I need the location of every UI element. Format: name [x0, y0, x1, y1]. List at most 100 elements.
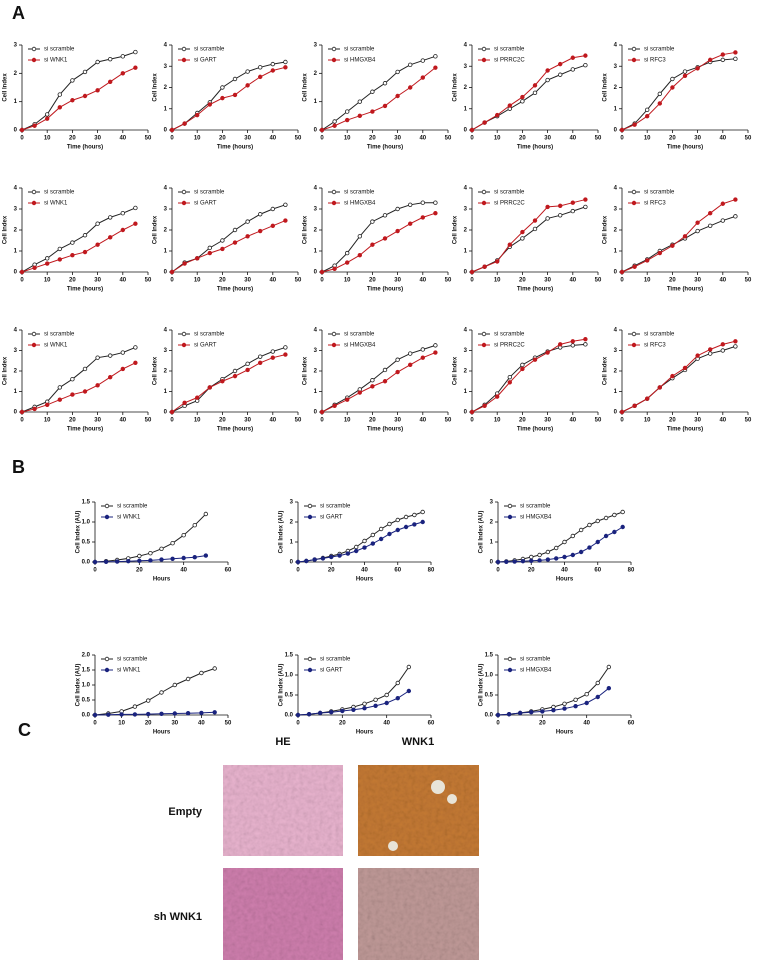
x-axis-label: Time (hours): [217, 287, 253, 293]
x-tick-label: 0: [296, 721, 300, 727]
x-tick-label: 0: [620, 136, 624, 142]
x-tick-label: 20: [69, 418, 76, 424]
y-tick-label: 1.0: [485, 673, 494, 679]
data-point: [412, 512, 417, 518]
data-point: [545, 204, 550, 210]
data-point: [82, 249, 88, 255]
y-tick-label: 1: [614, 106, 618, 112]
series-line: [321, 352, 436, 413]
data-point: [245, 361, 250, 367]
data-point: [408, 85, 413, 90]
x-tick-label: 40: [180, 568, 187, 574]
x-tick-label: 40: [419, 418, 426, 424]
x-tick-label: 40: [269, 418, 276, 424]
data-point: [145, 711, 151, 717]
legend-marker: [104, 503, 110, 509]
legend-label: si GART: [194, 343, 217, 349]
data-point: [362, 545, 367, 550]
y-tick-label: 4: [14, 328, 18, 334]
column-header: HE: [275, 736, 290, 748]
data-point: [583, 337, 588, 342]
x-tick-label: 0: [320, 278, 324, 284]
legend-marker: [507, 667, 513, 673]
y-tick-label: 2: [464, 228, 468, 234]
data-point: [95, 88, 100, 93]
y-tick-label: 0: [314, 410, 318, 416]
y-tick-label: 2: [464, 85, 468, 91]
legend-marker: [331, 57, 337, 63]
legend-marker: [481, 189, 487, 195]
y-axis-label: Cell Index: [603, 215, 609, 244]
x-tick-label: 0: [170, 136, 174, 142]
column-header: WNK1: [402, 736, 434, 748]
data-point: [583, 204, 588, 210]
y-tick-label: 2: [164, 228, 168, 234]
data-point: [558, 203, 563, 209]
he-image-empty: [223, 765, 343, 856]
x-tick-label: 20: [219, 278, 226, 284]
x-tick-label: 80: [428, 568, 435, 574]
data-point: [482, 264, 487, 269]
series-line: [471, 206, 586, 273]
data-point: [170, 541, 175, 546]
data-point: [57, 246, 62, 252]
data-point: [645, 113, 650, 119]
data-point: [212, 666, 217, 671]
row-label: Empty: [168, 806, 203, 818]
x-tick-label: 30: [244, 136, 251, 142]
data-point: [603, 533, 609, 539]
series-line: [171, 61, 286, 131]
legend-label: si scramble: [644, 190, 675, 196]
data-point: [133, 65, 138, 70]
y-tick-label: 0: [14, 128, 18, 134]
legend-marker: [331, 46, 337, 52]
y-tick-label: 3: [290, 500, 294, 506]
legend-label: si scramble: [520, 504, 551, 510]
x-tick-label: 40: [583, 721, 590, 727]
series-line: [621, 340, 736, 413]
legend-marker: [507, 656, 513, 662]
data-point: [283, 202, 288, 207]
data-point: [319, 269, 325, 275]
legend-label: si scramble: [194, 47, 225, 53]
data-point: [245, 83, 250, 88]
series-line: [621, 199, 736, 273]
y-tick-label: 3: [314, 43, 318, 49]
series-line: [171, 220, 286, 273]
data-point: [329, 554, 334, 560]
data-point: [720, 342, 725, 347]
legend-label: si scramble: [117, 657, 148, 663]
data-point: [203, 511, 209, 517]
x-tick-label: 50: [595, 418, 602, 424]
legend-marker: [481, 331, 487, 337]
data-point: [382, 81, 388, 86]
legend-marker: [104, 514, 110, 520]
data-point: [708, 57, 713, 63]
data-point: [107, 235, 113, 240]
data-point: [520, 229, 525, 235]
data-point: [329, 710, 334, 715]
legend-label: si scramble: [494, 332, 525, 338]
legend-marker: [31, 189, 37, 195]
data-point: [57, 385, 62, 390]
y-tick-label: 2: [314, 71, 318, 77]
y-tick-label: 1: [290, 540, 294, 546]
x-tick-label: 0: [620, 278, 624, 284]
data-point: [258, 228, 263, 234]
y-tick-label: 4: [464, 328, 468, 334]
data-point: [332, 119, 337, 124]
series-line: [171, 346, 286, 413]
y-tick-label: 0.0: [82, 713, 91, 719]
data-point: [159, 546, 164, 551]
legend-marker: [181, 200, 187, 206]
x-tick-label: 40: [383, 721, 390, 727]
x-tick-label: 50: [445, 136, 452, 142]
data-point: [520, 559, 526, 564]
x-tick-label: 30: [171, 721, 178, 727]
data-point: [137, 558, 142, 563]
data-point: [45, 402, 50, 408]
x-tick-label: 50: [745, 278, 752, 284]
data-point: [619, 409, 625, 415]
x-axis-label: Time (hours): [367, 427, 403, 433]
row-label: sh WNK1: [154, 911, 202, 923]
